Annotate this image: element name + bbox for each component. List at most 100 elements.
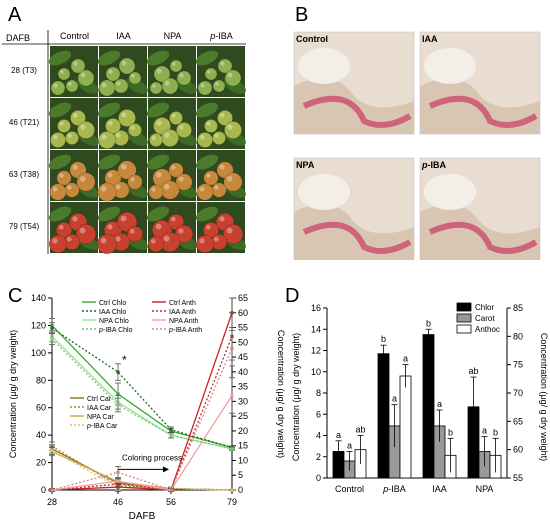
significance-letter: b [426,318,431,328]
fruit-highlight [227,72,233,78]
fruit-highlight [178,228,184,234]
fruit-photo [195,98,246,149]
legend-anth-label-1: IAA Anth [169,309,196,316]
fruit [195,234,215,254]
fruit [223,172,243,192]
seed-cavity [298,48,350,84]
series-line-1 [51,327,233,449]
fruit-highlight [214,185,219,190]
fruit [149,81,163,95]
series-line-10 [51,395,233,491]
y-tick-label-right: 70 [513,388,523,398]
fruit-highlight [101,186,107,192]
seed-cavity [298,174,350,210]
fruit [128,71,142,85]
fruit [70,110,86,126]
fruit [49,183,67,201]
fruit [204,67,218,81]
data-point [230,447,234,451]
fruit [161,77,179,95]
fruit-highlight [206,173,211,178]
fruit [65,79,79,93]
y-tick-label-left: 100 [31,348,46,358]
y-tick-label-left: 10 [311,367,321,377]
fruit-highlight [68,82,72,86]
y-tick-label-right: 45 [238,352,248,362]
fruit-photo [146,150,197,201]
fruit-photo [97,46,148,97]
fruit-photo [195,202,246,254]
leaf [195,154,219,170]
y-tick-label-left: 60 [36,403,46,413]
bar-chlor [377,353,390,479]
y-tick-label-right: 20 [238,426,248,436]
fruit-highlight [150,238,156,244]
fruit-highlight [72,216,78,222]
fruit-highlight [219,216,225,222]
data-point [230,346,234,350]
legend-chlo-label-0: Ctrl Chlo [99,300,126,307]
significance-star: * [122,353,127,367]
row-label-2: 63 (T38) [9,170,40,179]
y-tick-label-left: 40 [36,430,46,440]
legend-label-1: Carot [475,314,495,323]
category-label-2: IAA [432,484,447,494]
legend-label-2: Anthoc [475,325,500,334]
fruit-highlight [101,82,107,88]
fruit-highlight [73,61,78,66]
fruit-highlight [178,176,184,182]
fruit-highlight [171,113,176,118]
fruit [203,170,219,186]
data-point [169,428,173,432]
data-point [50,488,54,492]
leaf [48,154,72,170]
bar-anthoc [399,375,412,479]
fruit-photo [146,46,197,97]
fruit-highlight [116,133,121,138]
panel-c-line-chart: 0 20 40 60 80 100 120 140 0 5 10 15 20 25 30 35 40 45 50 55… [8,293,286,522]
y-tick-label-left: 12 [311,346,321,356]
x-axis-label: DAFB [129,511,156,522]
y-tick-label-right: 60 [513,445,523,455]
data-point [116,479,120,483]
fruit-highlight [171,165,176,170]
fruit [96,233,118,255]
fruit-highlight [227,124,233,130]
significance-letter: a [392,394,397,404]
y-tick-label-right: 75 [513,360,523,370]
photo-border [419,157,541,260]
fruit-highlight [80,124,86,130]
panel-b-label-3-italic-p: p [421,160,428,170]
leaf [146,102,170,118]
x-tick-label: 28 [47,497,57,507]
column-label-3-rest: -IBA [215,31,233,41]
legend-chlo-label-3-italic-p: p [98,327,103,334]
fruit-highlight [73,113,78,118]
fruit [57,119,71,133]
fruit-highlight [66,236,72,242]
legend-car-label-0: Ctrl Car [87,396,112,403]
fruit-highlight [116,81,121,86]
pink-ridge [302,95,412,128]
series-line-9 [51,336,233,491]
leaf [97,50,121,66]
panel-d-bar-chart: 0 2 4 6 8 10 12 14 16 55 60 65 70 75 80 85 Concentration… [291,302,549,494]
significance-letter: ab [468,366,478,376]
leaf [146,50,170,66]
fruit [48,234,68,254]
category-label-0: Control [335,484,364,494]
fruit [64,182,80,198]
fruit-highlight [53,135,58,140]
fruit-highlight [213,236,219,242]
fruit-photo [97,150,148,202]
fruit-highlight [226,227,233,234]
fruit [167,213,185,231]
y-tick-label-right: 50 [238,337,248,347]
legend-car-label-3-rest: -IBA Car [91,423,118,430]
fruit [176,122,192,138]
fruit [98,79,116,97]
coloring-process-label: Coloring process [122,454,182,463]
y-tick-label-right: 35 [238,382,248,392]
fruit-highlight [220,61,225,66]
fruit [153,65,171,83]
